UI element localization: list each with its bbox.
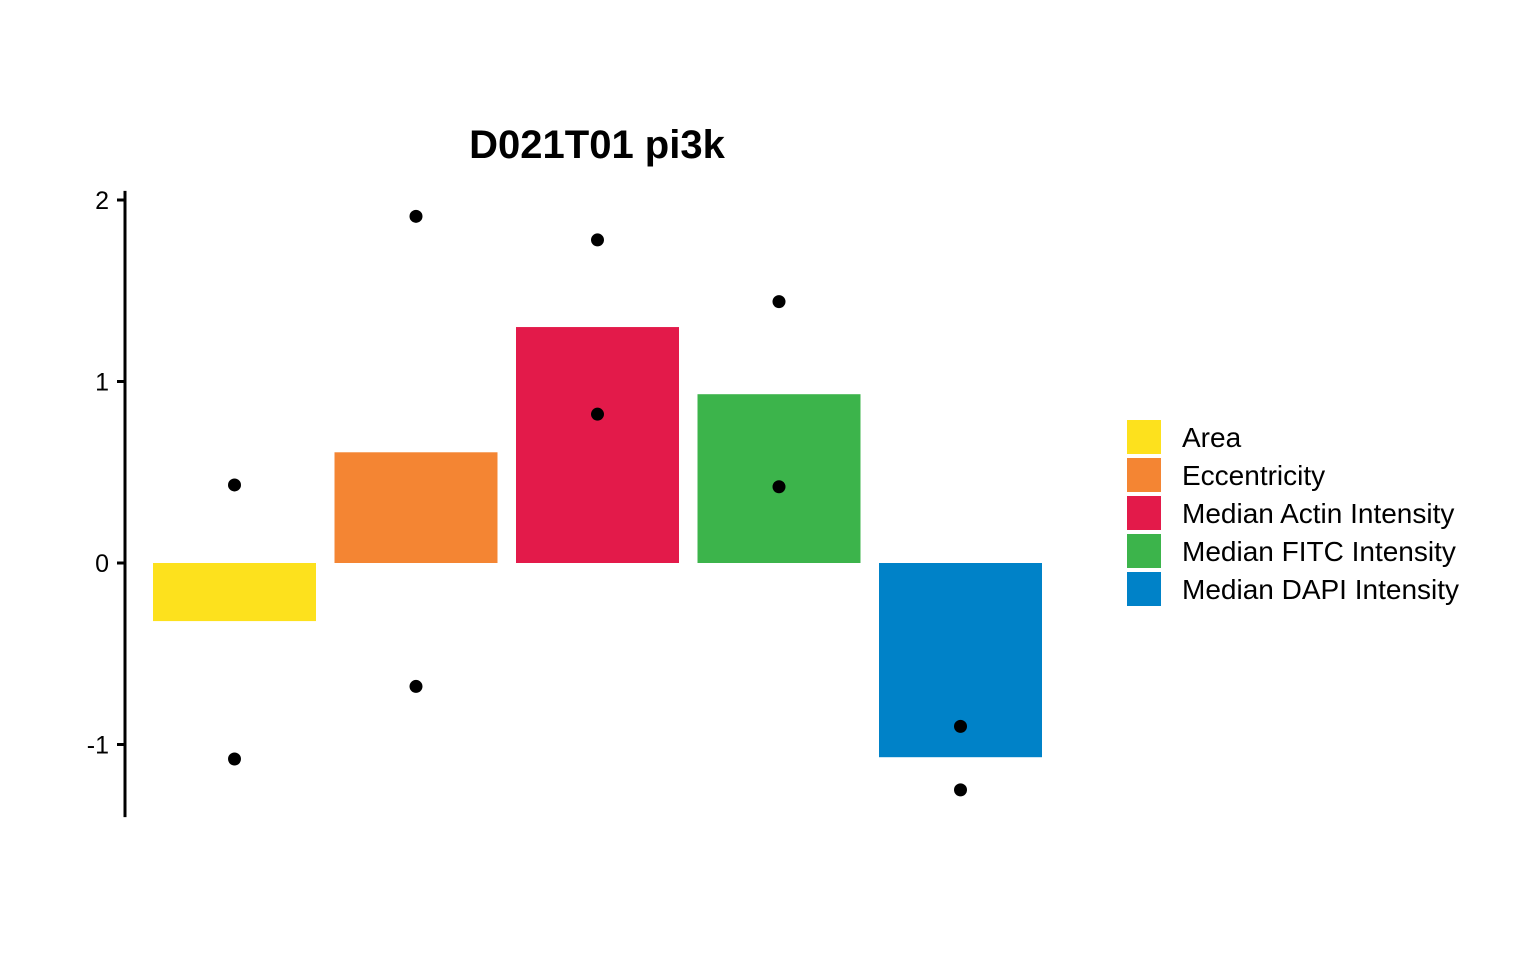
data-point [772, 295, 786, 309]
points [228, 209, 967, 797]
y-tick-label: 2 [95, 187, 109, 215]
y-axis: 2 1 0 -1 [87, 187, 127, 818]
y-tick-label: 1 [95, 369, 109, 397]
data-point [228, 752, 241, 766]
legend: Area Eccentricity Median Actin Intensity Me… [1127, 420, 1459, 606]
data-point [591, 233, 604, 247]
legend-key [1127, 572, 1161, 606]
chart-title: D021T01 pi3k [469, 123, 725, 167]
y-tick-label: -1 [87, 732, 109, 760]
data-point [954, 719, 967, 733]
bar [153, 563, 316, 622]
bars [153, 327, 1042, 758]
legend-label: Median DAPI Intensity [1182, 574, 1459, 605]
legend-key [1127, 534, 1161, 568]
legend-label: Median Actin Intensity [1182, 498, 1454, 529]
legend-key [1127, 458, 1161, 492]
legend-label: Eccentricity [1182, 460, 1325, 491]
data-point [228, 478, 241, 492]
data-point [954, 783, 967, 797]
bar [516, 327, 679, 563]
bar [334, 452, 498, 563]
data-point [591, 407, 604, 421]
data-point [772, 480, 786, 494]
legend-label: Area [1182, 422, 1242, 453]
legend-label: Median FITC Intensity [1182, 536, 1456, 567]
legend-key [1127, 420, 1161, 454]
legend-key [1127, 496, 1161, 530]
data-point [409, 679, 423, 693]
bar [697, 394, 861, 563]
y-tick-label: 0 [95, 550, 109, 578]
data-point [409, 209, 423, 223]
